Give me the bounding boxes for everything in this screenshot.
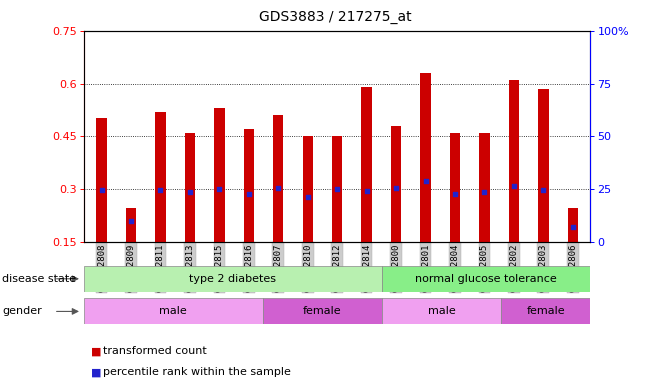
Bar bbox=[185, 133, 195, 242]
Text: GDS3883 / 217275_at: GDS3883 / 217275_at bbox=[259, 10, 412, 23]
Text: male: male bbox=[427, 306, 456, 316]
Point bbox=[96, 187, 107, 193]
Bar bbox=[568, 209, 578, 242]
Bar bbox=[391, 126, 401, 242]
Bar bbox=[538, 89, 548, 242]
Bar bbox=[450, 133, 460, 242]
Point bbox=[391, 185, 401, 191]
Bar bbox=[84, 298, 262, 324]
Point bbox=[155, 187, 166, 193]
Point bbox=[479, 189, 490, 195]
Point bbox=[244, 191, 254, 197]
Text: female: female bbox=[527, 306, 565, 316]
Point bbox=[568, 224, 578, 230]
Bar bbox=[501, 298, 590, 324]
Text: ■: ■ bbox=[91, 346, 101, 356]
Bar bbox=[303, 136, 313, 242]
Point bbox=[214, 186, 225, 192]
Bar bbox=[421, 73, 431, 242]
Point bbox=[361, 187, 372, 194]
Text: percentile rank within the sample: percentile rank within the sample bbox=[103, 367, 291, 377]
Point bbox=[450, 191, 460, 197]
Point bbox=[332, 186, 343, 192]
Point bbox=[420, 178, 431, 184]
Bar bbox=[126, 209, 136, 242]
Bar bbox=[382, 266, 590, 292]
Bar bbox=[332, 136, 342, 242]
Point bbox=[303, 194, 313, 200]
Point bbox=[185, 189, 195, 195]
Bar bbox=[262, 298, 382, 324]
Text: ■: ■ bbox=[91, 367, 101, 377]
Bar bbox=[382, 298, 501, 324]
Bar bbox=[509, 80, 519, 242]
Bar bbox=[84, 266, 382, 292]
Text: type 2 diabetes: type 2 diabetes bbox=[189, 274, 276, 284]
Text: transformed count: transformed count bbox=[103, 346, 207, 356]
Bar bbox=[479, 133, 490, 242]
Text: disease state: disease state bbox=[2, 274, 76, 284]
Text: normal glucose tolerance: normal glucose tolerance bbox=[415, 274, 557, 284]
Point bbox=[509, 182, 519, 189]
Bar bbox=[97, 118, 107, 242]
Text: gender: gender bbox=[2, 306, 42, 316]
Point bbox=[538, 187, 549, 193]
Point bbox=[273, 185, 284, 192]
Bar bbox=[214, 108, 225, 242]
Bar bbox=[362, 87, 372, 242]
Point bbox=[125, 218, 136, 224]
Bar bbox=[244, 129, 254, 242]
Text: male: male bbox=[160, 306, 187, 316]
Text: female: female bbox=[303, 306, 342, 316]
Bar bbox=[273, 115, 283, 242]
Bar bbox=[155, 112, 166, 242]
